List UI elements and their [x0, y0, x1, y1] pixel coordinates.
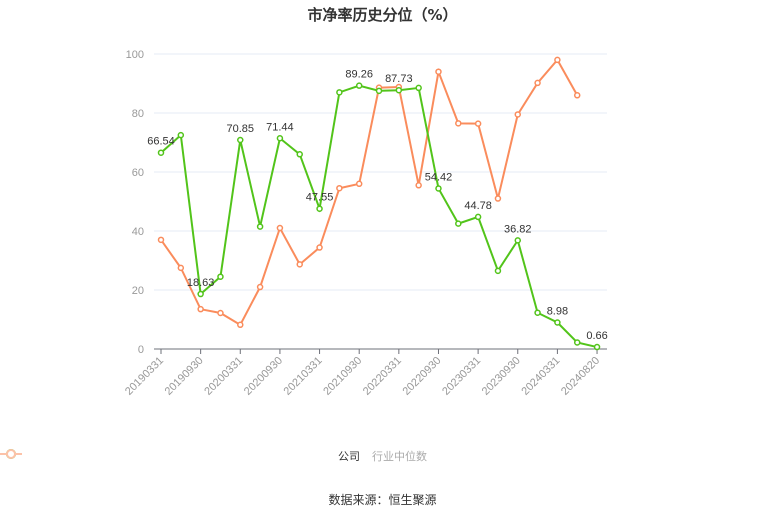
data-label: 47.55	[306, 192, 334, 204]
data-point[interactable]	[474, 213, 482, 221]
legend-item-company[interactable]: 公司	[0, 448, 360, 464]
legend-label: 公司	[338, 450, 360, 463]
data-label: 8.98	[547, 306, 568, 318]
x-tick-label: 20230331	[440, 355, 483, 398]
data-point[interactable]	[217, 273, 224, 280]
data-point[interactable]	[455, 120, 462, 127]
data-point[interactable]	[336, 89, 343, 96]
data-point[interactable]	[316, 205, 323, 212]
y-tick-label: 0	[138, 344, 144, 356]
legend-line-marker-icon	[0, 449, 22, 459]
data-point[interactable]	[494, 267, 502, 275]
data-point[interactable]	[395, 86, 403, 94]
x-tick-label: 20230930	[480, 355, 523, 398]
data-point[interactable]	[455, 220, 462, 227]
y-tick-label: 60	[132, 167, 144, 179]
data-label: 18.63	[187, 277, 215, 289]
data-point[interactable]	[514, 111, 522, 118]
data-label: 54.42	[425, 171, 453, 183]
legend-label: 行业中位数	[372, 450, 427, 463]
data-point[interactable]	[316, 244, 323, 251]
line-chart: 0 20 40 60 80 100 2019033120190930202003312020…	[123, 49, 608, 398]
industry-median-line	[160, 58, 579, 327]
data-point[interactable]	[276, 135, 284, 142]
data-point[interactable]	[573, 92, 581, 99]
data-label: 44.78	[464, 200, 492, 212]
data-point[interactable]	[534, 79, 541, 87]
data-point[interactable]	[256, 283, 264, 291]
data-source: 数据来源：恒生聚源	[328, 493, 437, 507]
data-point[interactable]	[157, 236, 165, 244]
data-point[interactable]	[415, 84, 422, 92]
data-label: 66.54	[147, 136, 175, 148]
data-point[interactable]	[157, 149, 165, 156]
data-label: 89.26	[345, 69, 373, 81]
data-point[interactable]	[256, 223, 264, 230]
data-point[interactable]	[435, 68, 442, 75]
y-tick-label: 20	[132, 285, 144, 297]
data-point[interactable]	[355, 82, 363, 89]
data-point[interactable]	[514, 237, 522, 244]
x-tick-label: 20190331	[123, 355, 166, 398]
data-point[interactable]	[296, 151, 303, 158]
data-label: 70.85	[227, 123, 255, 135]
data-point[interactable]	[197, 290, 204, 298]
data-point[interactable]	[177, 264, 185, 272]
legend-item-industry-median[interactable]: 行业中位数	[0, 448, 427, 464]
data-point[interactable]	[415, 182, 422, 189]
data-label: 87.73	[385, 73, 413, 85]
x-tick-label: 20210930	[321, 355, 364, 398]
x-tick-label: 20240820	[559, 355, 602, 398]
data-point[interactable]	[435, 185, 442, 192]
data-point[interactable]	[534, 309, 541, 316]
data-label: 71.44	[266, 121, 294, 133]
data-point[interactable]	[276, 224, 284, 232]
data-point[interactable]	[237, 136, 244, 144]
data-point[interactable]	[197, 305, 204, 313]
data-label: 0.66	[586, 330, 607, 342]
data-point[interactable]	[336, 184, 343, 192]
data-point[interactable]	[296, 261, 303, 268]
data-point[interactable]	[494, 195, 502, 202]
data-point[interactable]	[593, 343, 601, 351]
x-tick-label: 20220331	[361, 355, 404, 398]
y-tick-label: 40	[132, 226, 144, 238]
legend: 公司 行业中位数	[0, 448, 765, 464]
y-tick-label: 100	[126, 49, 144, 61]
data-point[interactable]	[177, 131, 185, 139]
y-tick-label: 80	[132, 108, 144, 120]
x-tick-label: 20200930	[242, 355, 285, 398]
x-tick-label: 20190930	[163, 355, 206, 398]
data-point[interactable]	[474, 120, 482, 127]
data-point[interactable]	[217, 309, 224, 317]
data-point[interactable]	[355, 180, 363, 188]
data-point[interactable]	[573, 339, 581, 346]
data-point[interactable]	[554, 56, 561, 64]
data-point[interactable]	[554, 319, 561, 326]
data-label: 36.82	[504, 223, 532, 235]
x-tick-label: 20210331	[282, 355, 325, 398]
data-point[interactable]	[375, 87, 383, 95]
data-point[interactable]	[237, 321, 244, 329]
x-tick-label: 20200331	[202, 355, 245, 398]
chart-title: 市净率历史分位（%）	[307, 6, 458, 24]
x-tick-label: 20240331	[519, 355, 562, 398]
x-tick-label: 20220930	[401, 355, 444, 398]
